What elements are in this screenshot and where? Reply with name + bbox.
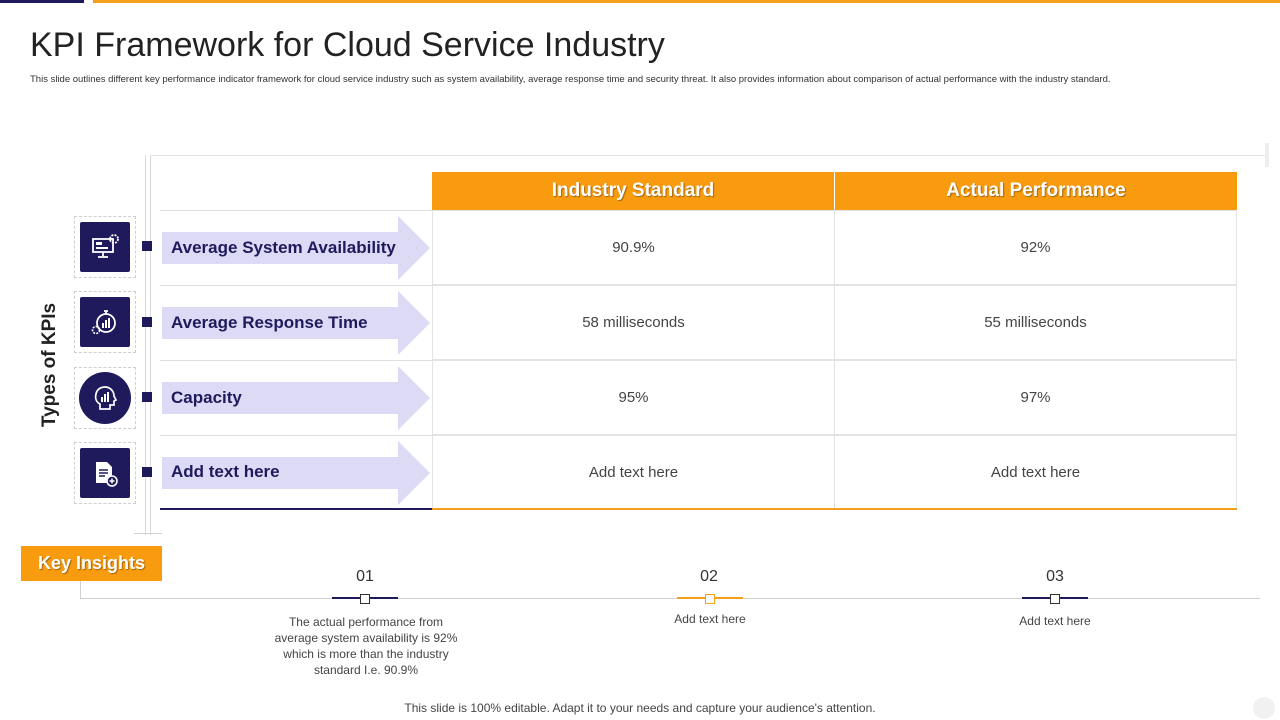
insights-timeline [80, 598, 1260, 599]
table-bottom-border [432, 508, 1237, 510]
insight-marker [1050, 594, 1060, 604]
frame-tick [1265, 143, 1269, 167]
insight-text: The actual performance from average syst… [274, 615, 458, 677]
insights-connector [80, 581, 81, 598]
frame-line [134, 533, 162, 534]
row-bullet [142, 317, 152, 327]
head-chart-icon [79, 372, 131, 424]
insight-text: Add text here [674, 612, 746, 626]
top-accent-dark [0, 0, 84, 3]
header-industry-standard: Industry Standard [432, 172, 834, 210]
kpi-icon-box [74, 367, 136, 429]
table-bottom-border [160, 508, 432, 510]
row-bullet [142, 467, 152, 477]
insight-text: Add text here [1019, 614, 1091, 628]
kpi-label: Average System Availability [171, 238, 396, 257]
row-bullet [142, 241, 152, 251]
insight-number: 01 [356, 568, 374, 585]
frame-line [150, 155, 1266, 156]
document-add-icon [80, 448, 130, 498]
kpi-icon-box [74, 442, 136, 504]
kpi-label: Add text here [171, 462, 280, 481]
frame-line [145, 155, 146, 535]
cell-standard: 58 milliseconds [432, 285, 835, 360]
cell-actual: Add text here [834, 435, 1237, 510]
insight-number: 02 [700, 568, 718, 585]
frame-line [150, 155, 151, 535]
cell-actual: 97% [834, 360, 1237, 435]
corner-decoration [1253, 697, 1275, 719]
footer-note: This slide is 100% editable. Adapt it to… [404, 701, 876, 715]
kpi-icon-box [74, 291, 136, 353]
header-actual-performance: Actual Performance [835, 172, 1237, 210]
insight-marker [360, 594, 370, 604]
cell-standard: 95% [432, 360, 835, 435]
kpi-label: Capacity [171, 388, 242, 407]
kpi-arrow-shape [162, 291, 430, 355]
cell-actual: 55 milliseconds [834, 285, 1237, 360]
cell-actual: 92% [834, 210, 1237, 285]
top-accent-orange [93, 0, 1280, 3]
cell-standard: Add text here [432, 435, 835, 510]
kpi-label: Average Response Time [171, 313, 368, 332]
cell-standard: 90.9% [432, 210, 835, 285]
kpi-arrow-shape [162, 366, 430, 430]
kpi-arrow-shape [162, 441, 430, 505]
key-insights-badge: Key Insights [21, 546, 162, 581]
row-bullet [142, 392, 152, 402]
insight-number: 03 [1046, 568, 1064, 585]
kpi-axis-label: Types of KPIs [39, 302, 60, 428]
monitor-gear-icon [80, 222, 130, 272]
slide-subtitle: This slide outlines different key perfor… [30, 74, 1111, 85]
kpi-arrow-shape [162, 216, 430, 280]
slide-title: KPI Framework for Cloud Service Industry [30, 26, 665, 64]
kpi-icon-box [74, 216, 136, 278]
stopwatch-gear-icon [80, 297, 130, 347]
insight-marker [705, 594, 715, 604]
